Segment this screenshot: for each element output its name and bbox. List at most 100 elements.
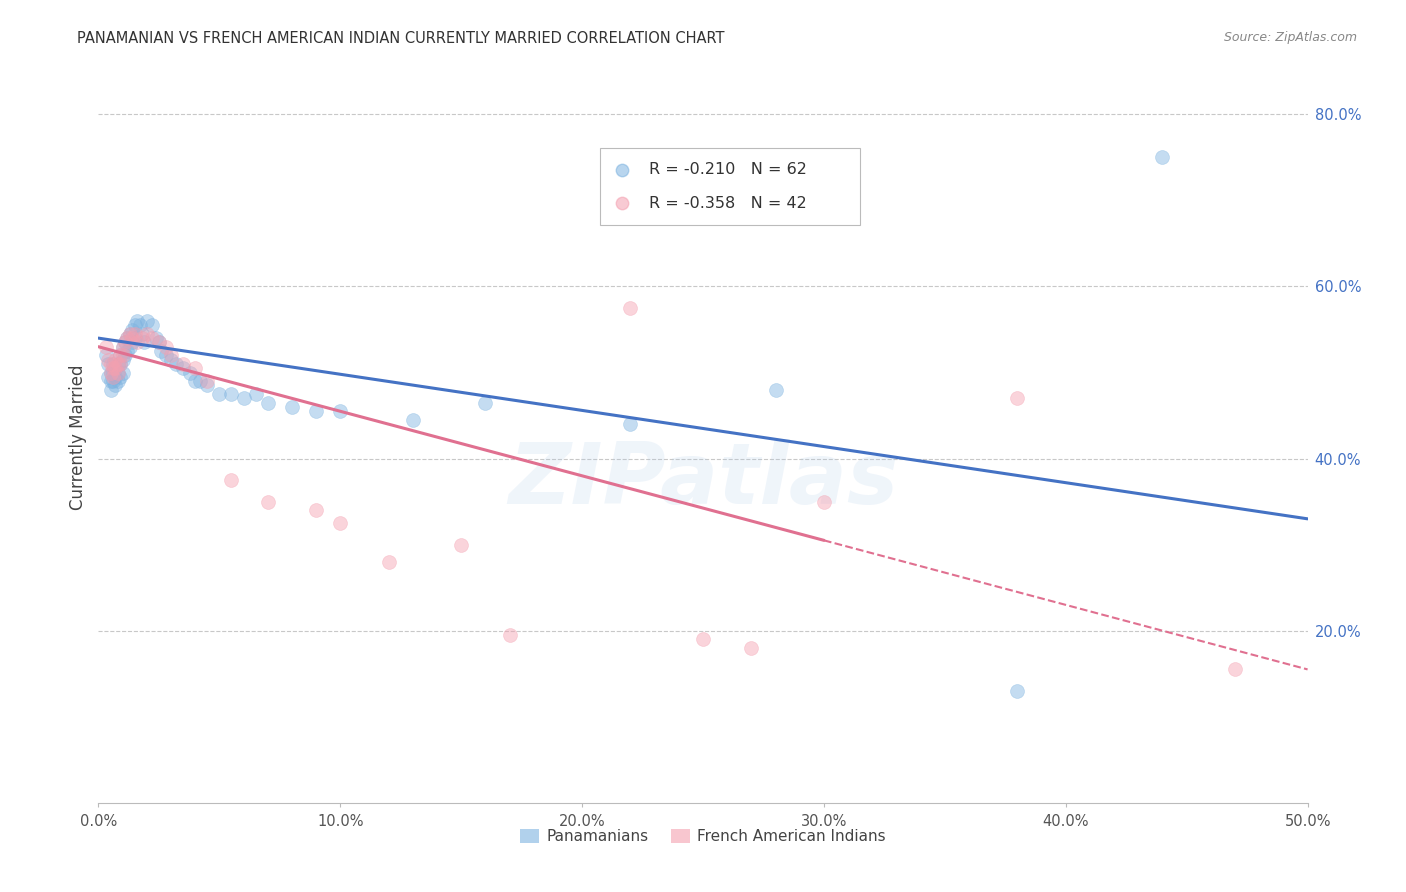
Point xyxy=(124,331,146,345)
Point xyxy=(221,473,243,487)
Point xyxy=(195,378,218,392)
Point xyxy=(188,374,211,388)
Point xyxy=(134,335,156,350)
Point xyxy=(245,387,267,401)
Point xyxy=(160,352,183,367)
Point xyxy=(740,640,762,655)
Point xyxy=(281,400,304,414)
Point xyxy=(118,326,141,341)
Text: Source: ZipAtlas.com: Source: ZipAtlas.com xyxy=(1223,31,1357,45)
Point xyxy=(108,348,131,362)
Point xyxy=(184,361,207,376)
Point xyxy=(135,314,157,328)
Point xyxy=(1007,392,1029,406)
Point xyxy=(172,357,194,371)
Point xyxy=(121,331,143,345)
Point xyxy=(232,392,254,406)
Point xyxy=(101,361,124,376)
Point xyxy=(100,366,122,380)
Legend: Panamanians, French American Indians: Panamanians, French American Indians xyxy=(515,822,891,850)
Point xyxy=(111,366,134,380)
Point xyxy=(498,628,520,642)
Point xyxy=(305,404,328,418)
Point xyxy=(1007,684,1029,698)
Point xyxy=(101,369,124,384)
Point xyxy=(100,357,122,371)
Point xyxy=(179,366,201,380)
Point xyxy=(97,369,120,384)
Point xyxy=(148,335,170,350)
Point xyxy=(100,383,122,397)
Point xyxy=(619,301,641,315)
Point xyxy=(474,395,496,409)
Point xyxy=(114,335,136,350)
Point xyxy=(765,383,787,397)
Point xyxy=(101,357,124,371)
Point xyxy=(329,404,352,418)
Point xyxy=(1223,662,1246,676)
Point xyxy=(124,318,146,333)
Point xyxy=(150,344,173,359)
Text: PANAMANIAN VS FRENCH AMERICAN INDIAN CURRENTLY MARRIED CORRELATION CHART: PANAMANIAN VS FRENCH AMERICAN INDIAN CUR… xyxy=(77,31,725,46)
Point xyxy=(305,503,328,517)
Point xyxy=(619,417,641,432)
Point xyxy=(117,331,139,345)
Point xyxy=(121,335,143,350)
Point xyxy=(329,516,352,530)
Point xyxy=(111,348,134,362)
Point xyxy=(127,335,149,350)
Point xyxy=(165,357,187,371)
Point xyxy=(108,348,131,362)
Point xyxy=(256,395,278,409)
Point xyxy=(145,331,167,345)
Point xyxy=(155,340,177,354)
Point xyxy=(208,387,231,401)
Point xyxy=(94,348,117,362)
Point xyxy=(97,357,120,371)
Point xyxy=(97,352,120,367)
Point xyxy=(94,340,117,354)
Point xyxy=(108,357,131,371)
Text: ZIPatlas: ZIPatlas xyxy=(508,440,898,523)
Point xyxy=(221,387,243,401)
Point xyxy=(402,413,425,427)
Point xyxy=(104,378,127,392)
Point xyxy=(135,326,157,341)
Point xyxy=(111,352,134,367)
Point xyxy=(131,331,153,345)
Point xyxy=(111,340,134,354)
FancyBboxPatch shape xyxy=(600,148,860,225)
Point xyxy=(100,374,122,388)
Point xyxy=(148,335,170,350)
Point xyxy=(104,361,127,376)
Point xyxy=(104,369,127,384)
Point xyxy=(104,352,127,367)
Point xyxy=(101,366,124,380)
Point xyxy=(107,374,129,388)
Point xyxy=(127,314,149,328)
Point xyxy=(128,318,150,333)
Point xyxy=(172,361,194,376)
Point xyxy=(104,361,127,376)
Point xyxy=(256,494,278,508)
Point xyxy=(107,366,129,380)
Point xyxy=(121,322,143,336)
Point xyxy=(117,331,139,345)
Point xyxy=(107,357,129,371)
Point xyxy=(118,340,141,354)
Point xyxy=(155,348,177,362)
Point xyxy=(184,374,207,388)
Point xyxy=(108,369,131,384)
Point xyxy=(131,326,153,341)
Point xyxy=(111,340,134,354)
Point xyxy=(160,348,183,362)
Point xyxy=(107,357,129,371)
Point xyxy=(117,344,139,359)
Point xyxy=(108,357,131,371)
Point xyxy=(124,326,146,341)
Point xyxy=(107,366,129,380)
Text: R = -0.210   N = 62: R = -0.210 N = 62 xyxy=(648,162,807,178)
Point xyxy=(141,331,163,345)
Point xyxy=(141,318,163,333)
Point xyxy=(195,374,218,388)
